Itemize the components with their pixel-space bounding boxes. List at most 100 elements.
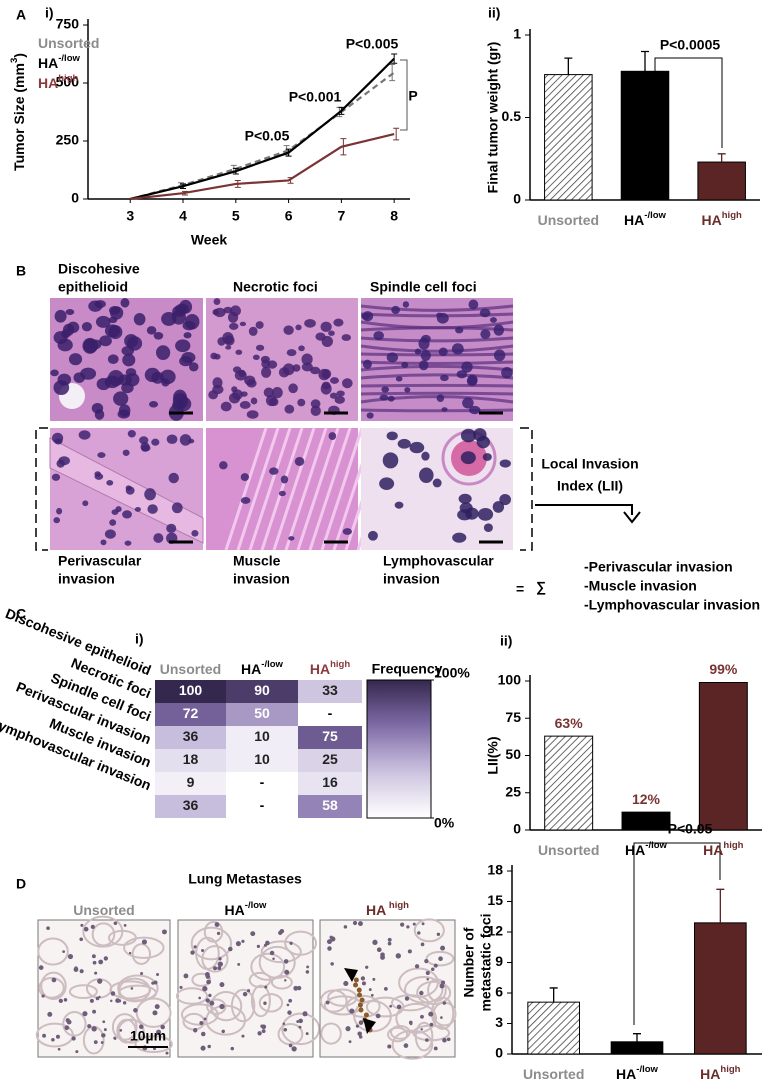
y-tick-label: 500 [56,74,80,90]
error-bar [717,153,726,163]
nucleus [343,980,349,987]
arrowhead [623,511,641,524]
nucleus [305,1032,309,1036]
label-text: Unsorted [160,661,221,677]
nucleus [82,337,98,354]
nucleus [283,1027,288,1032]
nucleus [306,965,310,969]
alveolus-wall [281,1012,321,1046]
nucleus [71,1036,76,1041]
nucleus [79,937,84,942]
nucleus [368,988,372,991]
nucleus [468,405,481,415]
nucleus [376,947,382,953]
error-bar [182,190,189,196]
invasion-bracket [35,427,533,551]
nucleus [436,932,441,936]
bar [527,1001,580,1055]
nucleus [67,953,74,960]
bar [544,735,594,831]
nucleus [441,407,448,412]
heatmap-cell [226,680,298,703]
nucleus [104,324,121,338]
nucleus [246,379,257,388]
nucleus [288,383,298,394]
nucleus [365,965,369,969]
nucleus [64,1025,70,1031]
nucleus [315,332,326,341]
label-text: Unsorted [538,212,599,228]
nucleus [153,331,164,340]
nucleus [301,353,313,366]
nucleus [201,1031,206,1037]
heatmap-cell [226,749,298,772]
nucleus [483,523,493,533]
x-tick-label: HA-/low [625,840,668,858]
stained-cell [353,977,359,983]
x-tick-label: 6 [285,208,293,224]
nucleus [366,412,374,419]
series-line [129,57,395,201]
label-text: HA [366,902,386,918]
label-text: ) [11,53,27,58]
nucleus [218,957,222,961]
nucleus [372,939,378,945]
nucleus [272,957,275,961]
bar [694,922,747,1055]
nucleus [151,371,164,384]
nucleus [83,926,89,932]
nucleus [203,1017,207,1021]
y-axis-label: metastatic foci [478,913,494,1011]
heatmap-cell [155,703,226,726]
arrowhead-marker [363,1018,376,1034]
cell-label: 72 [183,705,199,721]
nucleus [257,1031,262,1036]
alveolus-wall [134,1035,173,1054]
superscript: -/low [644,210,666,221]
nucleus [92,960,97,965]
nucleus [418,337,430,350]
nucleus [121,382,134,394]
nucleus [153,980,158,985]
nucleus [383,986,388,991]
cell-label: 18 [183,751,199,767]
nucleus [234,370,247,381]
nucleus [239,321,247,327]
stained-cell [357,992,363,998]
nucleus [460,451,476,465]
nucleus [349,1008,355,1014]
nucleus [92,1009,97,1014]
nucleus [282,1022,286,1026]
nucleus [489,317,497,323]
nucleus [47,1011,53,1017]
subpanel-label: i) [135,631,144,647]
superscript: high [58,73,78,84]
nucleus [122,449,130,456]
y-tick-label: 0 [513,821,521,837]
alveolus-wall [123,936,165,959]
nucleus [280,475,289,484]
nucleus [127,429,136,438]
nucleus [189,362,199,372]
micrograph [360,298,514,421]
nucleus [41,994,45,998]
nucleus [387,395,395,402]
nucleus [161,929,167,935]
nucleus [212,377,223,389]
nucleus [493,349,506,362]
nucleus [396,1004,402,1010]
muscle-fiber [284,427,328,551]
heatmap-cell [298,726,362,749]
nucleus [212,309,219,316]
cell-label: 36 [183,797,199,813]
alveolus-wall [248,971,272,989]
nucleus [153,533,164,543]
nucleus [361,981,366,986]
alveolus-wall [175,987,209,1005]
image-label: Lymphovascular [383,553,494,569]
nucleus [283,959,289,964]
nucleus [492,501,505,513]
alveolus-wall [206,998,227,1015]
nucleus [173,389,187,405]
nucleus [217,966,222,971]
